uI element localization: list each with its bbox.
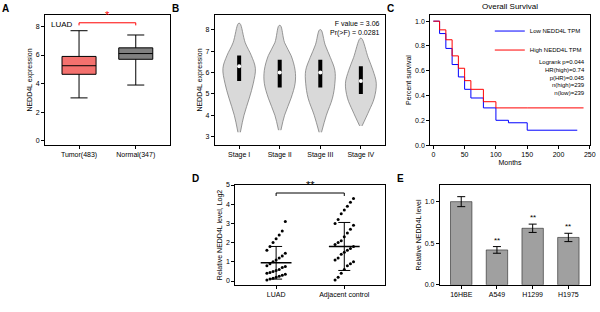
svg-text:50: 50 bbox=[461, 151, 469, 158]
svg-text:Low NEDD4L TPM: Low NEDD4L TPM bbox=[530, 28, 580, 34]
svg-text:B: B bbox=[172, 3, 179, 14]
svg-text:Tumor(483): Tumor(483) bbox=[61, 151, 97, 159]
svg-text:C: C bbox=[387, 3, 394, 14]
svg-text:**: ** bbox=[494, 236, 500, 245]
svg-text:Relative NEDD4L level, Log2: Relative NEDD4L level, Log2 bbox=[216, 190, 224, 281]
svg-text:0.6: 0.6 bbox=[415, 67, 425, 74]
svg-text:5: 5 bbox=[205, 90, 209, 97]
svg-text:4: 4 bbox=[205, 112, 209, 119]
svg-text:3: 3 bbox=[205, 133, 209, 140]
svg-text:0: 0 bbox=[36, 137, 40, 144]
svg-text:8: 8 bbox=[205, 26, 209, 33]
svg-text:0.4: 0.4 bbox=[415, 92, 425, 99]
svg-text:250: 250 bbox=[584, 151, 596, 158]
svg-text:*: * bbox=[105, 9, 110, 21]
svg-text:Relative NEDD4L level: Relative NEDD4L level bbox=[415, 199, 422, 270]
svg-text:1.0: 1.0 bbox=[425, 198, 435, 205]
svg-text:Normal(347): Normal(347) bbox=[116, 151, 155, 159]
svg-text:Logrank p=0.044HR(high)=0.74p(: Logrank p=0.044HR(high)=0.74p(HR)=0.045n… bbox=[539, 59, 585, 96]
svg-text:4: 4 bbox=[226, 201, 230, 208]
svg-text:0: 0 bbox=[431, 151, 435, 158]
svg-text:8: 8 bbox=[36, 23, 40, 30]
svg-text:**: ** bbox=[306, 179, 315, 191]
svg-text:2: 2 bbox=[226, 239, 230, 246]
svg-text:Adjacent control: Adjacent control bbox=[319, 291, 370, 299]
svg-text:Stage IV: Stage IV bbox=[347, 151, 374, 159]
svg-text:6: 6 bbox=[36, 51, 40, 58]
svg-text:6: 6 bbox=[205, 69, 209, 76]
svg-text:D: D bbox=[192, 173, 199, 184]
svg-text:LUAD: LUAD bbox=[51, 20, 73, 29]
svg-text:5: 5 bbox=[226, 181, 230, 188]
svg-text:2: 2 bbox=[36, 109, 40, 116]
svg-text:4: 4 bbox=[36, 80, 40, 87]
svg-text:7: 7 bbox=[205, 48, 209, 55]
svg-text:NEDD4L expression: NEDD4L expression bbox=[26, 48, 34, 111]
svg-text:H1299: H1299 bbox=[522, 291, 543, 298]
svg-text:A: A bbox=[2, 3, 9, 14]
svg-text:Stage III: Stage III bbox=[307, 151, 333, 159]
svg-text:LUAD: LUAD bbox=[267, 291, 286, 298]
svg-text:High NEDD4L TPM: High NEDD4L TPM bbox=[530, 47, 582, 53]
svg-text:H1975: H1975 bbox=[558, 291, 579, 298]
svg-text:**: ** bbox=[530, 213, 536, 222]
svg-text:Stage I: Stage I bbox=[228, 151, 250, 159]
svg-text:A549: A549 bbox=[489, 291, 505, 298]
svg-text:0.8: 0.8 bbox=[415, 42, 425, 49]
svg-text:1.0: 1.0 bbox=[415, 18, 425, 25]
svg-text:**: ** bbox=[565, 222, 571, 231]
svg-text:Percent survival: Percent survival bbox=[405, 55, 412, 105]
svg-text:E: E bbox=[397, 173, 404, 184]
svg-text:Overall Survival: Overall Survival bbox=[482, 2, 538, 11]
svg-text:0: 0 bbox=[226, 277, 230, 284]
svg-text:Stage II: Stage II bbox=[268, 151, 292, 159]
svg-text:0.0: 0.0 bbox=[425, 281, 435, 288]
svg-text:200: 200 bbox=[553, 151, 565, 158]
svg-text:F value = 3.06Pr(>F) = 0.0281: F value = 3.06Pr(>F) = 0.0281 bbox=[330, 20, 380, 37]
svg-text:0.5: 0.5 bbox=[425, 240, 435, 247]
svg-text:0.0: 0.0 bbox=[415, 142, 425, 149]
svg-text:Months: Months bbox=[499, 159, 522, 166]
svg-text:150: 150 bbox=[521, 151, 533, 158]
svg-text:NEDD4L expression: NEDD4L expression bbox=[196, 48, 204, 111]
svg-text:3: 3 bbox=[226, 220, 230, 227]
svg-text:100: 100 bbox=[490, 151, 502, 158]
svg-text:16HBE: 16HBE bbox=[450, 291, 473, 298]
svg-text:1: 1 bbox=[226, 258, 230, 265]
svg-text:0.2: 0.2 bbox=[415, 117, 425, 124]
